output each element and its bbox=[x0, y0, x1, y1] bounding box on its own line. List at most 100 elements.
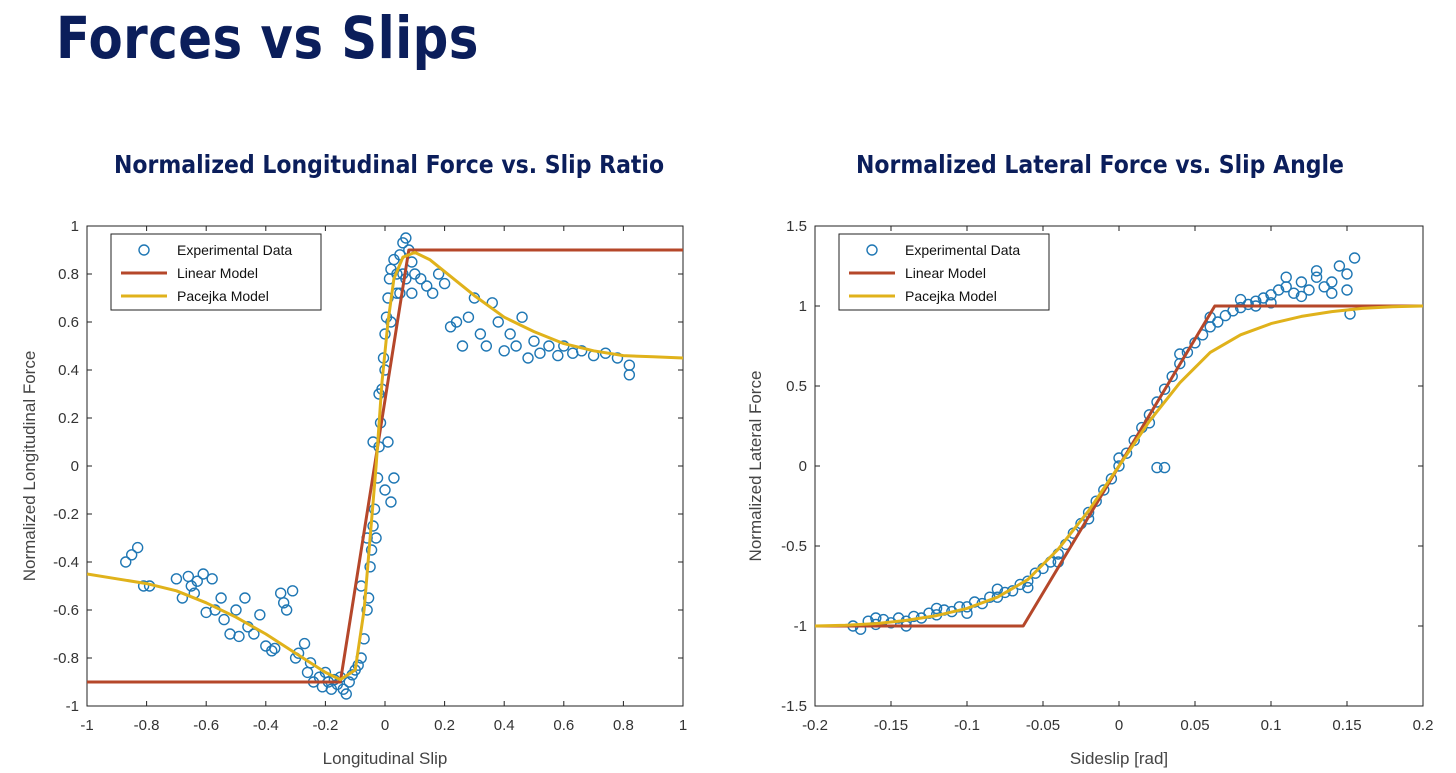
data-point bbox=[365, 544, 378, 556]
data-point bbox=[280, 604, 293, 616]
data-point bbox=[1181, 346, 1194, 359]
data-point bbox=[516, 311, 528, 323]
data-point bbox=[1341, 284, 1353, 296]
y-tick-label: 1 bbox=[799, 298, 807, 315]
data-point bbox=[1310, 271, 1323, 283]
data-point bbox=[991, 583, 1004, 595]
data-point bbox=[304, 657, 317, 669]
y-tick-label: -1 bbox=[66, 698, 79, 715]
y-tick-label: 0.6 bbox=[58, 314, 79, 331]
data-point bbox=[367, 520, 379, 532]
data-point bbox=[197, 568, 209, 580]
x-tick-label: 0.2 bbox=[1413, 717, 1434, 734]
data-point bbox=[1310, 265, 1323, 277]
data-point bbox=[623, 359, 636, 371]
data-point bbox=[492, 316, 504, 328]
data-point bbox=[1014, 578, 1026, 591]
y-tick-label: 0 bbox=[71, 458, 79, 475]
x-tick-label: 0.6 bbox=[553, 717, 574, 734]
data-point bbox=[230, 604, 242, 616]
data-point bbox=[528, 335, 540, 347]
x-tick-label: 0.2 bbox=[434, 717, 455, 734]
legend-entry: Linear Model bbox=[177, 265, 258, 281]
data-point bbox=[1303, 284, 1315, 296]
data-point bbox=[575, 345, 588, 357]
x-tick-label: -1 bbox=[80, 717, 93, 734]
data-point bbox=[498, 345, 510, 357]
x-tick-label: 0.1 bbox=[1261, 717, 1282, 734]
data-point bbox=[930, 602, 943, 615]
data-point bbox=[277, 597, 290, 609]
data-point bbox=[137, 580, 150, 592]
x-tick-label: 0.4 bbox=[494, 717, 515, 734]
data-point bbox=[388, 472, 400, 484]
legend-entry: Experimental Data bbox=[905, 242, 1020, 258]
x-tick-label: 0.8 bbox=[613, 717, 634, 734]
chart-title-lateral: Normalized Lateral Force vs. Slip Angle bbox=[856, 150, 1344, 179]
data-point bbox=[1113, 460, 1125, 472]
data-point bbox=[1272, 284, 1285, 296]
data-point bbox=[480, 340, 493, 352]
data-point bbox=[1280, 271, 1292, 283]
legend-marker-scatter bbox=[866, 244, 878, 256]
data-point bbox=[543, 340, 555, 352]
data-point bbox=[1098, 484, 1110, 496]
data-point bbox=[1348, 252, 1361, 264]
data-point bbox=[269, 642, 281, 655]
data-point bbox=[385, 496, 397, 508]
x-tick-label: -0.4 bbox=[253, 717, 279, 734]
data-point bbox=[953, 601, 966, 613]
data-point bbox=[432, 268, 445, 280]
data-point bbox=[125, 549, 138, 561]
data-point bbox=[120, 556, 132, 568]
data-point bbox=[361, 604, 373, 616]
y-tick-label: 0.8 bbox=[58, 266, 79, 283]
data-point bbox=[522, 352, 534, 364]
data-point bbox=[1295, 290, 1308, 303]
x-tick-label: 0.15 bbox=[1332, 717, 1361, 734]
data-point bbox=[908, 610, 920, 623]
data-point bbox=[286, 585, 299, 597]
data-point bbox=[406, 287, 418, 299]
data-point bbox=[233, 630, 245, 643]
data-point bbox=[504, 328, 516, 340]
y-tick-label: 0.2 bbox=[58, 410, 79, 427]
y-tick-label: -0.6 bbox=[53, 602, 79, 619]
data-point bbox=[191, 575, 203, 587]
chart-title-longitudinal: Normalized Longitudinal Force vs. Slip R… bbox=[114, 150, 665, 179]
y-axis-label: Normalized Longitudinal Force bbox=[20, 351, 39, 582]
data-point bbox=[364, 561, 376, 573]
data-point bbox=[206, 573, 218, 585]
data-point bbox=[254, 609, 266, 621]
legend-entry: Experimental Data bbox=[177, 242, 292, 258]
series-line-pacejka-model bbox=[815, 304, 1423, 628]
data-point bbox=[438, 277, 451, 290]
data-point bbox=[1326, 276, 1338, 288]
data-point bbox=[552, 349, 564, 362]
data-point bbox=[1105, 473, 1118, 485]
x-tick-label: 0 bbox=[381, 717, 389, 734]
y-tick-label: -0.8 bbox=[53, 650, 79, 667]
chart-longitudinal: -1 -0.8 -0.6 -0.4 -0.2 0 0.2 0.4 0.6 0.8 1 -1 -0.8 -0… bbox=[20, 218, 687, 768]
data-point bbox=[999, 586, 1011, 599]
data-point bbox=[1234, 301, 1247, 314]
data-point bbox=[343, 676, 355, 688]
y-tick-label: 0.5 bbox=[786, 378, 807, 395]
y-tick-label: 0 bbox=[799, 458, 807, 475]
legend: Experimental Data Linear Model Pacejka Mod… bbox=[838, 233, 1050, 311]
x-axis-label: Longitudinal Slip bbox=[323, 749, 448, 768]
y-tick-label: -1 bbox=[794, 618, 807, 635]
plot-data bbox=[815, 252, 1423, 635]
plot-data bbox=[87, 232, 683, 700]
data-point bbox=[379, 484, 391, 496]
data-point bbox=[1022, 581, 1034, 594]
y-tick-label: -1.5 bbox=[781, 698, 807, 715]
data-point bbox=[510, 340, 522, 352]
data-point bbox=[1341, 268, 1353, 280]
data-point bbox=[373, 388, 385, 400]
y-axis-label: Normalized Lateral Force bbox=[746, 371, 765, 562]
x-tick-label: -0.2 bbox=[312, 717, 338, 734]
data-point bbox=[1326, 287, 1338, 299]
data-point bbox=[1288, 287, 1300, 299]
data-point bbox=[1151, 461, 1163, 474]
